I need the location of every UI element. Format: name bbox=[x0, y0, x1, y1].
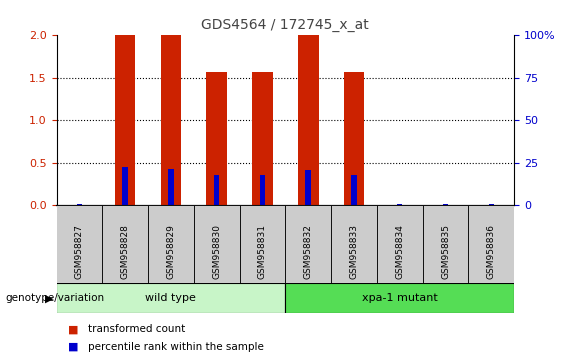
Text: GSM958829: GSM958829 bbox=[167, 224, 175, 279]
Text: ▶: ▶ bbox=[45, 293, 54, 303]
Text: GSM958830: GSM958830 bbox=[212, 224, 221, 279]
Text: transformed count: transformed count bbox=[88, 324, 185, 334]
Bar bbox=[260, 175, 265, 205]
Bar bbox=[344, 72, 364, 205]
Bar bbox=[331, 205, 377, 283]
Text: GSM958832: GSM958832 bbox=[304, 224, 312, 279]
Text: GSM958828: GSM958828 bbox=[121, 224, 129, 279]
Bar bbox=[252, 72, 273, 205]
Bar bbox=[468, 205, 514, 283]
Bar bbox=[285, 283, 514, 313]
Bar bbox=[285, 205, 331, 283]
Text: GSM958835: GSM958835 bbox=[441, 224, 450, 279]
Bar bbox=[56, 283, 285, 313]
Bar bbox=[214, 175, 219, 205]
Bar bbox=[56, 205, 102, 283]
Bar bbox=[115, 35, 136, 205]
Text: ■: ■ bbox=[68, 342, 79, 352]
Bar bbox=[298, 35, 319, 205]
Text: GSM958834: GSM958834 bbox=[396, 224, 404, 279]
Bar bbox=[206, 72, 227, 205]
Bar bbox=[148, 205, 194, 283]
Bar bbox=[160, 35, 181, 205]
Text: GSM958831: GSM958831 bbox=[258, 224, 267, 279]
Title: GDS4564 / 172745_x_at: GDS4564 / 172745_x_at bbox=[202, 18, 369, 32]
Text: percentile rank within the sample: percentile rank within the sample bbox=[88, 342, 263, 352]
Text: wild type: wild type bbox=[145, 293, 197, 303]
Text: genotype/variation: genotype/variation bbox=[6, 293, 105, 303]
Bar bbox=[194, 205, 240, 283]
Bar bbox=[397, 204, 402, 205]
Bar bbox=[102, 205, 148, 283]
Text: GSM958833: GSM958833 bbox=[350, 224, 358, 279]
Text: ■: ■ bbox=[68, 324, 79, 334]
Text: GSM958836: GSM958836 bbox=[487, 224, 496, 279]
Bar bbox=[240, 205, 285, 283]
Bar bbox=[351, 175, 357, 205]
Bar bbox=[377, 205, 423, 283]
Bar bbox=[423, 205, 468, 283]
Bar bbox=[443, 204, 448, 205]
Bar bbox=[306, 170, 311, 205]
Bar bbox=[123, 167, 128, 205]
Text: GSM958827: GSM958827 bbox=[75, 224, 84, 279]
Bar bbox=[168, 169, 173, 205]
Text: xpa-1 mutant: xpa-1 mutant bbox=[362, 293, 438, 303]
Bar bbox=[489, 204, 494, 205]
Bar bbox=[77, 204, 82, 205]
